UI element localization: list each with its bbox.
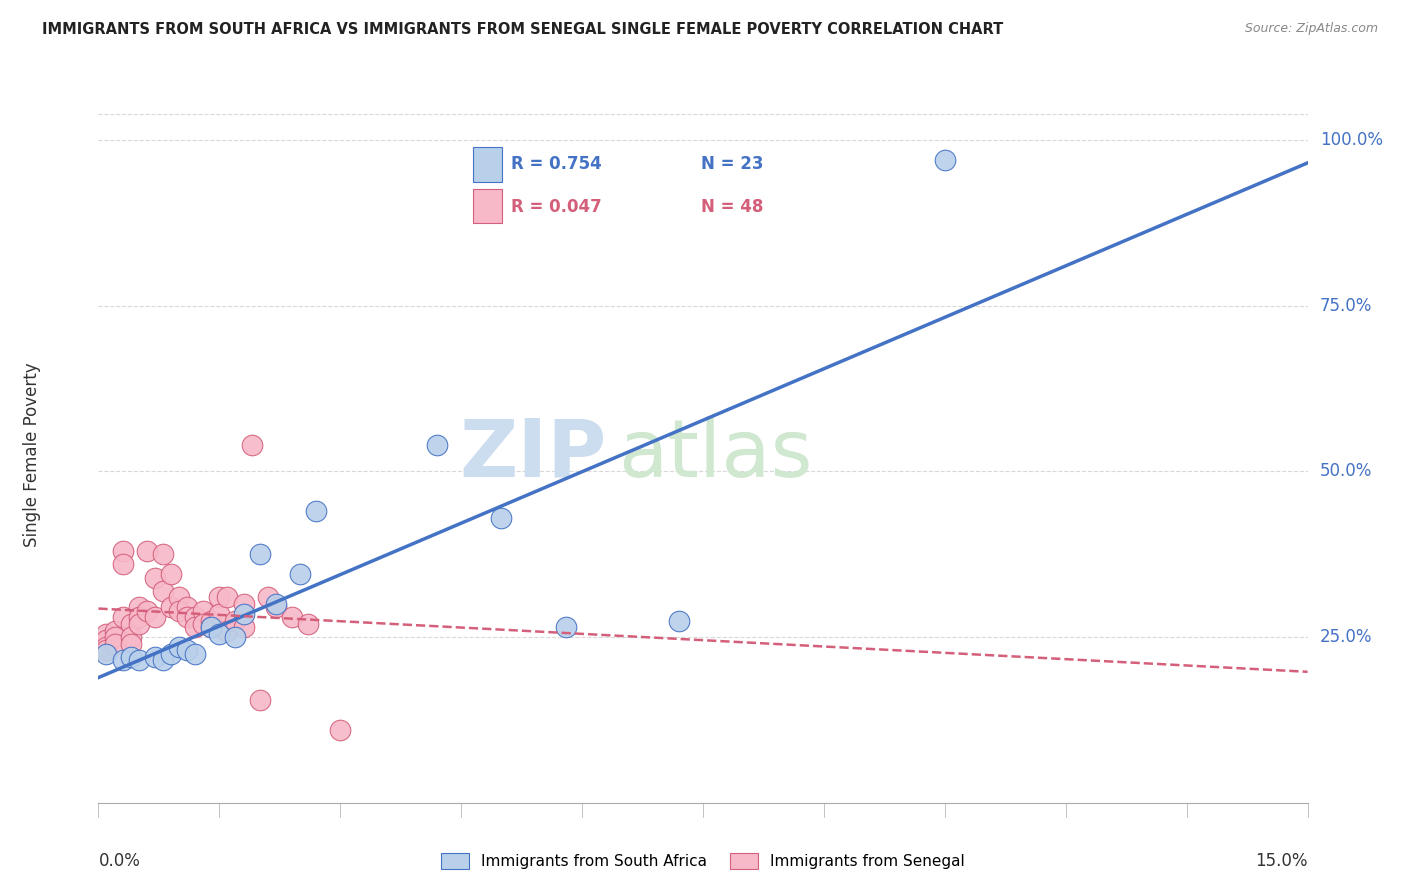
Point: [167, 640, 190, 654]
FancyBboxPatch shape: [472, 147, 502, 182]
Point: [264, 597, 287, 611]
Point: [96, 627, 118, 641]
Point: [224, 614, 246, 628]
Point: [96, 640, 118, 654]
Text: N = 23: N = 23: [702, 155, 763, 173]
Text: R = 0.047: R = 0.047: [512, 198, 602, 216]
Point: [224, 630, 246, 644]
Point: [96, 647, 118, 661]
Point: [111, 653, 134, 667]
Text: Single Female Poverty: Single Female Poverty: [22, 363, 41, 547]
Point: [143, 610, 166, 624]
Point: [193, 616, 215, 631]
Point: [160, 647, 183, 661]
Text: 75.0%: 75.0%: [1320, 297, 1372, 315]
Point: [135, 604, 157, 618]
Point: [249, 693, 271, 707]
Point: [176, 610, 198, 624]
Point: [128, 653, 150, 667]
Point: [120, 637, 142, 651]
Point: [167, 604, 190, 618]
Point: [120, 630, 142, 644]
Point: [184, 647, 207, 661]
Point: [232, 597, 254, 611]
Point: [96, 633, 118, 648]
Point: [96, 643, 118, 657]
Point: [128, 600, 150, 615]
FancyBboxPatch shape: [472, 189, 502, 223]
Point: [297, 616, 319, 631]
Point: [103, 624, 125, 638]
Point: [135, 544, 157, 558]
Point: [160, 567, 183, 582]
Point: [160, 600, 183, 615]
Point: [152, 583, 174, 598]
Point: [208, 591, 231, 605]
Point: [184, 620, 207, 634]
Point: [232, 607, 254, 621]
Point: [240, 438, 263, 452]
Text: IMMIGRANTS FROM SOUTH AFRICA VS IMMIGRANTS FROM SENEGAL SINGLE FEMALE POVERTY CO: IMMIGRANTS FROM SOUTH AFRICA VS IMMIGRAN…: [42, 22, 1004, 37]
Point: [152, 653, 174, 667]
Point: [208, 627, 231, 641]
Point: [934, 153, 956, 167]
Point: [200, 620, 222, 634]
Point: [256, 591, 278, 605]
Point: [111, 544, 134, 558]
Text: 0.0%: 0.0%: [98, 852, 141, 870]
Text: Source: ZipAtlas.com: Source: ZipAtlas.com: [1244, 22, 1378, 36]
Point: [120, 616, 142, 631]
Point: [288, 567, 311, 582]
Text: 100.0%: 100.0%: [1320, 131, 1382, 149]
Point: [103, 630, 125, 644]
Point: [184, 610, 207, 624]
Point: [555, 620, 578, 634]
Point: [176, 643, 198, 657]
Point: [143, 650, 166, 665]
Point: [200, 620, 222, 634]
Point: [281, 610, 304, 624]
Text: 50.0%: 50.0%: [1320, 462, 1372, 481]
Point: [668, 614, 690, 628]
Point: [217, 624, 239, 638]
Point: [329, 723, 352, 737]
Point: [103, 637, 125, 651]
Point: [208, 607, 231, 621]
Point: [128, 616, 150, 631]
Text: N = 48: N = 48: [702, 198, 763, 216]
Point: [176, 600, 198, 615]
Text: atlas: atlas: [619, 416, 813, 494]
Point: [128, 610, 150, 624]
Text: R = 0.754: R = 0.754: [512, 155, 602, 173]
Point: [193, 604, 215, 618]
Point: [305, 504, 328, 518]
Point: [152, 547, 174, 561]
Point: [120, 650, 142, 665]
Point: [426, 438, 449, 452]
Point: [217, 591, 239, 605]
Text: 15.0%: 15.0%: [1256, 852, 1308, 870]
Point: [200, 614, 222, 628]
Point: [264, 600, 287, 615]
Legend: Immigrants from South Africa, Immigrants from Senegal: Immigrants from South Africa, Immigrants…: [436, 847, 970, 875]
Point: [111, 610, 134, 624]
Point: [111, 558, 134, 572]
Point: [143, 570, 166, 584]
Point: [232, 620, 254, 634]
Text: 25.0%: 25.0%: [1320, 628, 1372, 646]
Point: [249, 547, 271, 561]
Text: ZIP: ZIP: [458, 416, 606, 494]
Point: [167, 591, 190, 605]
Point: [491, 511, 513, 525]
